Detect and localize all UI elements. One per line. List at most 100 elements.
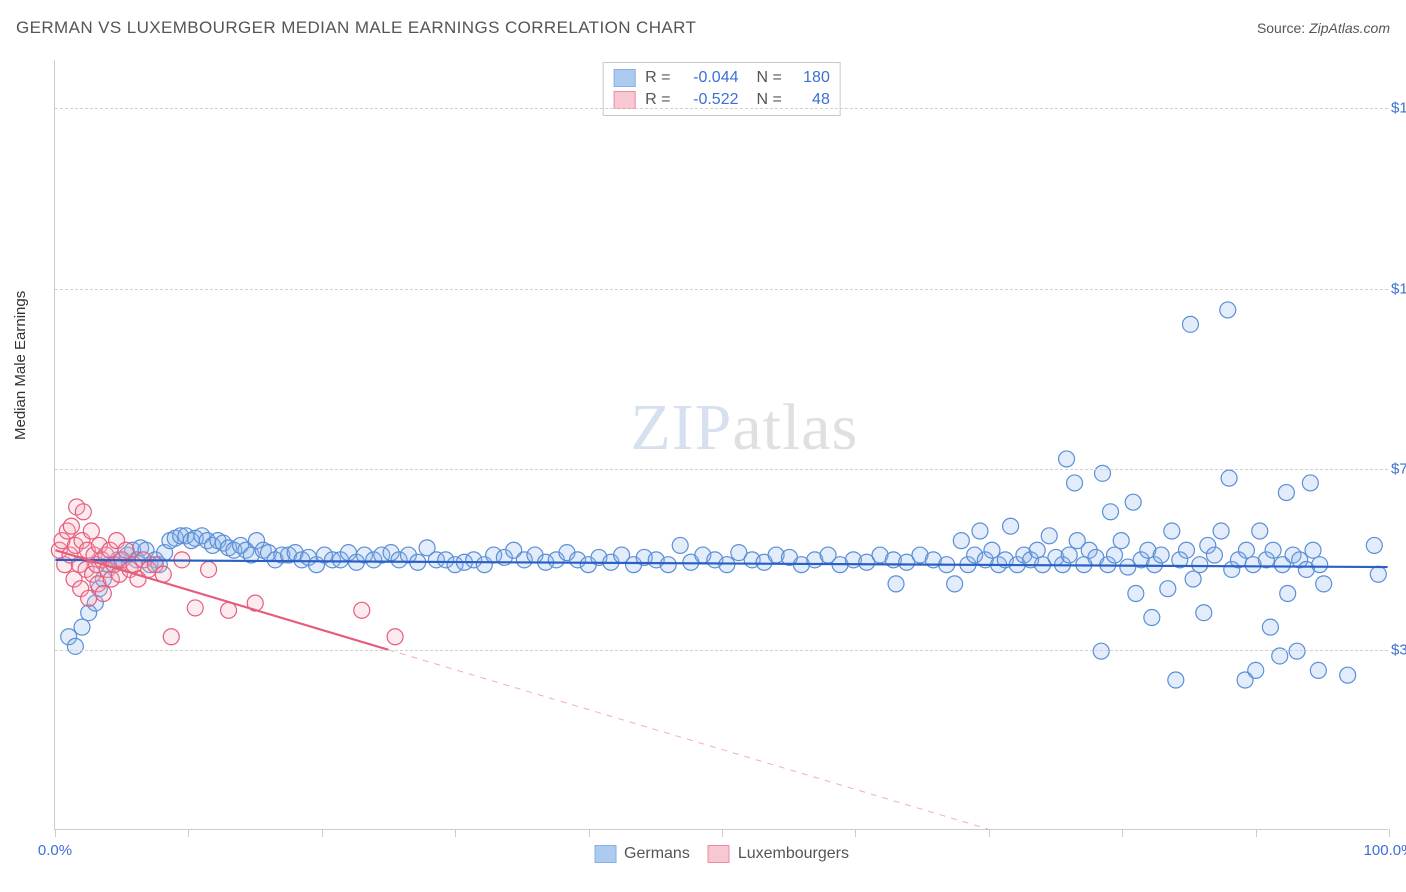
data-point [1113, 533, 1129, 549]
x-tick [455, 829, 456, 837]
data-point [95, 586, 111, 602]
x-tick [722, 829, 723, 837]
data-point [1125, 494, 1141, 510]
stat-value-n: 48 [790, 91, 830, 109]
data-point [74, 619, 90, 635]
data-point [1107, 547, 1123, 563]
x-tick [989, 829, 990, 837]
x-tick [188, 829, 189, 837]
stat-label-r: R = [645, 69, 670, 87]
data-point [1128, 586, 1144, 602]
data-point [354, 602, 370, 618]
data-point [1144, 610, 1160, 626]
data-point [201, 561, 217, 577]
gridline [55, 469, 1388, 470]
legend-swatch [594, 845, 616, 863]
y-tick-label: $37,500 [1391, 641, 1406, 658]
data-point [1370, 566, 1386, 582]
legend-swatch [613, 91, 635, 109]
legend-series-item: Luxembourgers [708, 845, 849, 863]
data-point [1029, 542, 1045, 558]
x-tick [1389, 829, 1390, 837]
legend-correlation-row: R =-0.044N =180 [613, 67, 830, 89]
gridline [55, 650, 1388, 651]
data-point [1192, 557, 1208, 573]
data-point [1041, 528, 1057, 544]
data-point [953, 533, 969, 549]
legend-swatch [613, 69, 635, 87]
data-point [1185, 571, 1201, 587]
data-point [947, 576, 963, 592]
x-tick-label: 100.0% [1364, 842, 1406, 859]
x-tick [55, 829, 56, 837]
legend-series: Germans Luxembourgers [594, 845, 849, 863]
x-tick [589, 829, 590, 837]
data-point [1168, 672, 1184, 688]
data-point [1093, 643, 1109, 659]
data-point [1316, 576, 1332, 592]
data-point [719, 557, 735, 573]
stat-label-n: N = [757, 69, 782, 87]
data-point [1182, 316, 1198, 332]
trend-line-extrapolated [388, 650, 988, 829]
data-point [163, 629, 179, 645]
data-point [1305, 542, 1321, 558]
data-point [1312, 557, 1328, 573]
source-attribution: Source: ZipAtlas.com [1257, 20, 1390, 36]
legend-series-item: Germans [594, 845, 690, 863]
y-axis-label: Median Male Earnings [12, 291, 29, 440]
data-point [1302, 475, 1318, 491]
data-point [1095, 465, 1111, 481]
x-tick [1122, 829, 1123, 837]
data-point [67, 638, 83, 654]
data-point [187, 600, 203, 616]
data-point [83, 523, 99, 539]
x-tick [322, 829, 323, 837]
y-tick-label: $75,000 [1391, 461, 1406, 478]
data-point [81, 590, 97, 606]
data-point [972, 523, 988, 539]
data-point [1103, 504, 1119, 520]
x-tick [1256, 829, 1257, 837]
data-point [1262, 619, 1278, 635]
plot-area: ZIPatlas R =-0.044N =180R =-0.522N =48 G… [54, 60, 1388, 830]
legend-series-label: Germans [624, 845, 690, 863]
data-point [75, 504, 91, 520]
y-tick-label: $150,000 [1391, 100, 1406, 117]
source-value: ZipAtlas.com [1309, 20, 1390, 36]
data-point [1366, 537, 1382, 553]
stat-value-r: -0.522 [679, 91, 739, 109]
data-point [672, 537, 688, 553]
y-tick-label: $112,500 [1391, 280, 1406, 297]
stat-value-r: -0.044 [679, 69, 739, 87]
data-point [1061, 547, 1077, 563]
data-point [1289, 643, 1305, 659]
data-point [1238, 542, 1254, 558]
data-point [1196, 605, 1212, 621]
data-point [1153, 547, 1169, 563]
data-point [387, 629, 403, 645]
data-point [1310, 662, 1326, 678]
data-point [1340, 667, 1356, 683]
data-point [660, 557, 676, 573]
chart-title: GERMAN VS LUXEMBOURGER MEDIAN MALE EARNI… [16, 18, 696, 38]
data-point [1164, 523, 1180, 539]
source-label: Source: [1257, 20, 1305, 36]
data-point [1252, 523, 1268, 539]
x-tick-label: 0.0% [38, 842, 72, 859]
data-point [1178, 542, 1194, 558]
legend-swatch [708, 845, 730, 863]
data-point [1280, 586, 1296, 602]
gridline [55, 108, 1388, 109]
data-point [1160, 581, 1176, 597]
data-point [888, 576, 904, 592]
data-point [118, 542, 134, 558]
data-point [1278, 485, 1294, 501]
data-point [1220, 302, 1236, 318]
x-tick [855, 829, 856, 837]
chart-svg [55, 60, 1388, 829]
data-point [1248, 662, 1264, 678]
data-point [1265, 542, 1281, 558]
data-point [1213, 523, 1229, 539]
stat-label-n: N = [757, 91, 782, 109]
